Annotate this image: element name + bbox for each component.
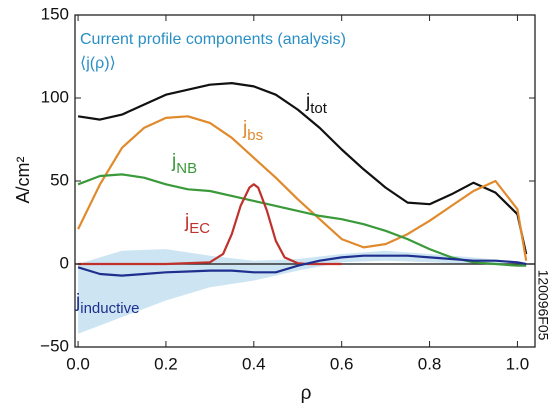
series-subscript: tot — [310, 100, 328, 117]
y-tick-label: −50 — [40, 336, 69, 355]
series-label: jNB — [171, 151, 197, 177]
chart-title: Current profile components (analysis) — [80, 31, 346, 48]
x-tick-label: 0.8 — [418, 354, 442, 373]
series-symbol: j — [171, 151, 176, 172]
series-symbol: j — [242, 118, 247, 139]
y-tick-label: 150 — [41, 4, 69, 23]
series-subscript: NB — [176, 160, 197, 177]
series-symbol: j — [305, 91, 310, 112]
y-tick-label: 100 — [41, 87, 69, 106]
x-tick-label: 0.0 — [66, 354, 90, 373]
x-tick-label: 0.4 — [242, 354, 266, 373]
series-line — [78, 183, 342, 266]
x-tick-label: 0.6 — [330, 354, 354, 373]
series-label: jEC — [184, 211, 210, 237]
x-tick-label: 1.0 — [506, 354, 530, 373]
series-label: jinductive — [75, 291, 139, 317]
x-tick-label: 0.2 — [154, 354, 178, 373]
series-symbol: j — [184, 211, 189, 232]
uncertainty-band — [78, 249, 518, 334]
x-axis-label: ρ — [301, 383, 312, 404]
series-line — [77, 254, 527, 277]
y-axis-label: A/cm² — [13, 156, 33, 203]
y-tick-label: 50 — [50, 170, 69, 189]
series-subscript: EC — [189, 220, 210, 237]
series-subscript: bs — [247, 127, 263, 144]
series-subscript: inductive — [80, 300, 139, 317]
figure-id: 120096F05 — [535, 270, 550, 341]
series-symbol: j — [75, 291, 80, 312]
chart-subtitle: ⟨j(ρ)⟩ — [80, 55, 116, 72]
series-line — [77, 115, 528, 261]
series-line — [77, 82, 528, 255]
series-label: jtot — [305, 91, 328, 117]
y-tick-label: 0 — [60, 253, 69, 272]
plot-area — [75, 82, 535, 334]
series-label: jbs — [242, 118, 263, 144]
